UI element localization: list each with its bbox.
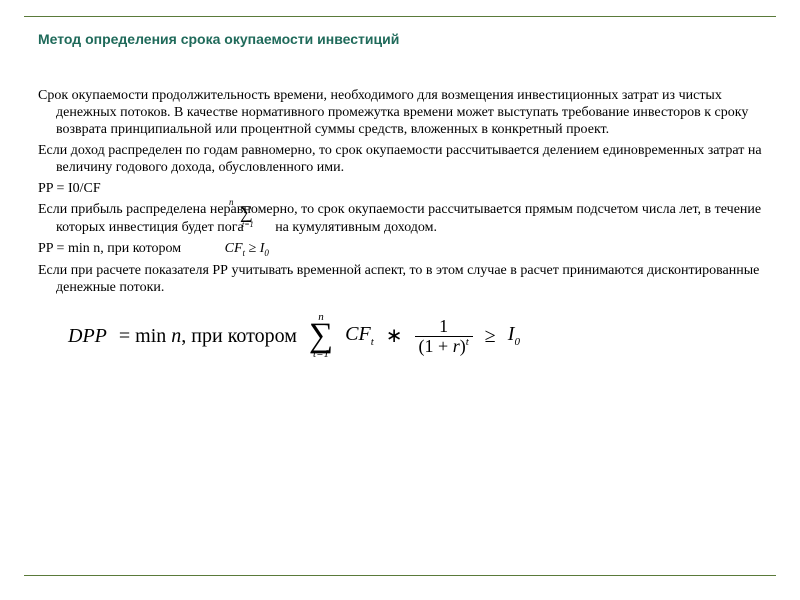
fraction-numerator: 1 <box>435 317 452 336</box>
den-r: r <box>453 336 460 356</box>
sigma-glyph-big-icon: ∑ <box>309 322 333 349</box>
dpp-eq: = min n, при котором <box>119 324 297 348</box>
p4-text-b: на кумулятивным доходом. <box>275 220 437 235</box>
paragraph-nonuniform: Если прибыль распределена неравномерно, … <box>38 201 762 235</box>
den-exp: t <box>466 336 469 348</box>
i0-term: I0 <box>508 322 520 349</box>
pp-i-sub: 0 <box>264 247 269 257</box>
pp-cf: CF <box>225 241 243 256</box>
small-sigma-top: n <box>229 197 234 207</box>
den-open: (1 + <box>419 336 453 356</box>
pp-ge: ≥ <box>249 241 260 256</box>
paragraph-uniform: Если доход распределен по годам равномер… <box>38 142 762 176</box>
slide-title: Метод определения срока окупаемости инве… <box>38 27 762 47</box>
paragraph-intro: Срок окупаемости продолжительность време… <box>38 87 762 138</box>
sigma-lower-limit: t=1 <box>313 350 329 360</box>
big-sigma: n ∑ t=1 <box>309 313 333 360</box>
fraction: 1 (1 + r)t <box>415 317 473 356</box>
pp-cf-term: CFt <box>225 241 249 256</box>
formula-dpp: DPP = min n, при котором n ∑ t=1 CFt ∗ 1… <box>38 313 762 360</box>
cf-term: CFt <box>345 322 374 349</box>
slide-frame: Метод определения срока окупаемости инве… <box>24 16 776 576</box>
i0-sub: 0 <box>514 336 520 348</box>
pp-i0: I0 <box>260 241 269 256</box>
pp-min-text: PP = min n, при котором <box>38 241 181 256</box>
paragraph-discounted: Если при расчете показателя РР учитывать… <box>38 262 762 296</box>
small-sigma-inline: n ∑ t=1 <box>240 195 253 232</box>
cf-text: CF <box>345 323 371 345</box>
ge-symbol: ≥ <box>485 324 496 348</box>
eq-comma: , при котором <box>181 325 297 347</box>
eq-n: n <box>171 325 181 347</box>
fraction-denominator: (1 + r)t <box>415 336 473 356</box>
cf-sub: t <box>371 336 374 348</box>
small-sigma-bot: t=1 <box>242 220 254 229</box>
formula-pp-min: PP = min n, при котором CFt ≥ I0 <box>38 240 762 259</box>
body-text: Срок окупаемости продолжительность време… <box>38 87 762 360</box>
times-symbol: ∗ <box>386 324 403 348</box>
dpp-symbol: DPP <box>68 324 107 348</box>
pp-cf-sub: t <box>243 247 246 257</box>
eq-min: = min <box>119 325 171 347</box>
formula-pp-simple: PP = I0/CF <box>38 180 762 197</box>
